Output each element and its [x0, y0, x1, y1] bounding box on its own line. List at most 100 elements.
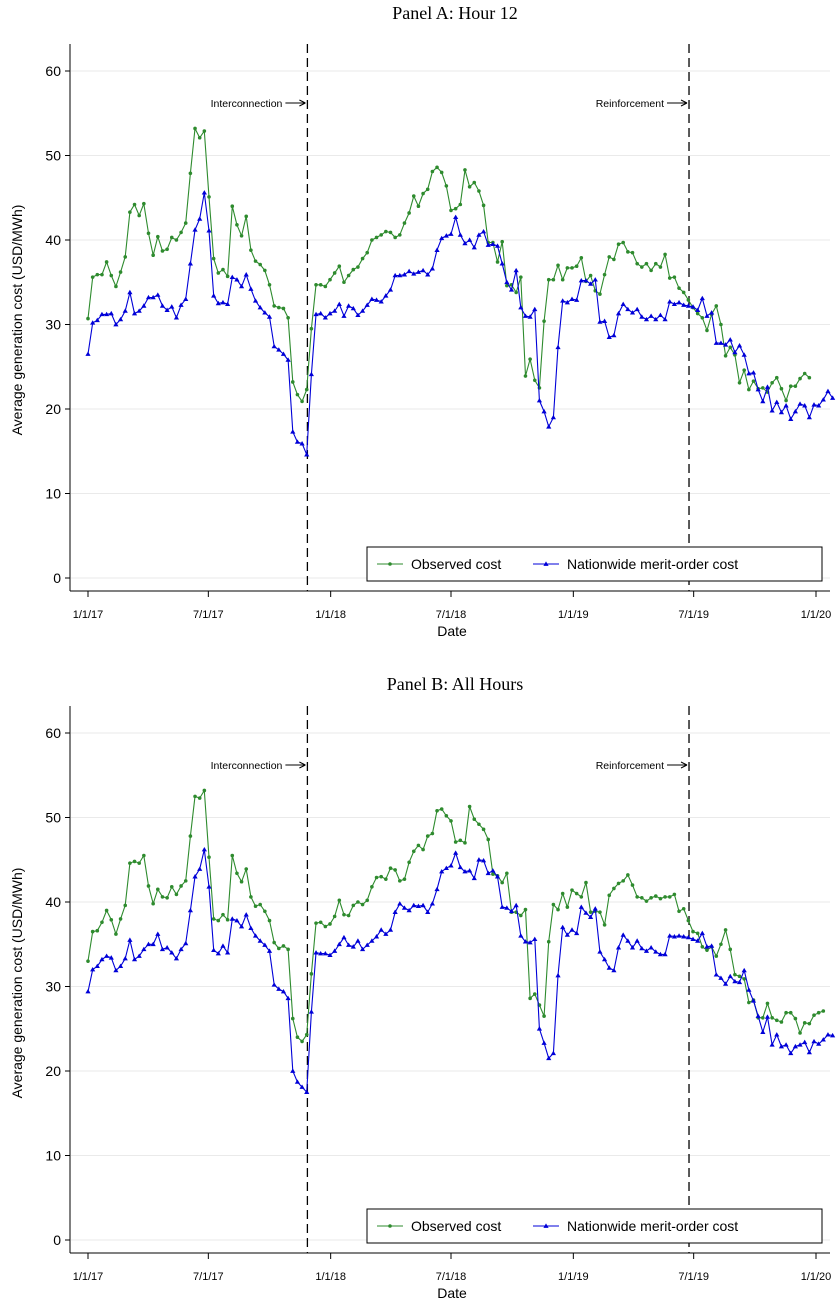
data-point	[285, 995, 291, 1001]
data-point	[532, 992, 537, 996]
data-point	[648, 313, 654, 318]
data-point	[277, 946, 281, 951]
data-point	[137, 213, 141, 218]
data-point	[761, 1015, 765, 1020]
data-point	[425, 187, 430, 192]
data-point	[467, 237, 473, 242]
data-point	[519, 913, 523, 918]
data-point	[546, 1055, 552, 1061]
data-point	[747, 387, 751, 392]
data-point	[463, 841, 467, 845]
data-point	[99, 311, 105, 317]
data-point	[425, 272, 431, 277]
data-point	[463, 168, 467, 172]
data-point	[252, 298, 259, 303]
data-point	[336, 941, 342, 947]
data-point	[341, 934, 347, 940]
data-point	[420, 902, 426, 908]
data-point	[705, 328, 709, 333]
data-point	[481, 203, 486, 208]
data-point	[444, 184, 449, 188]
data-point	[206, 884, 212, 889]
data-point	[736, 979, 743, 985]
data-point	[416, 843, 421, 848]
data-point	[607, 893, 612, 898]
data-point	[201, 190, 207, 195]
data-point	[145, 941, 152, 947]
data-point	[332, 308, 338, 313]
data-point	[704, 313, 710, 318]
data-point	[193, 794, 197, 799]
data-point	[579, 895, 584, 899]
data-point	[359, 308, 366, 313]
data-point	[574, 930, 580, 936]
data-point	[783, 1042, 789, 1047]
data-point	[128, 861, 132, 865]
data-point	[667, 276, 672, 280]
data-point	[570, 888, 574, 892]
data-point	[253, 259, 258, 263]
data-point	[318, 950, 324, 956]
data-point	[728, 345, 733, 350]
data-point	[304, 1089, 310, 1094]
data-point	[491, 872, 495, 876]
data-point	[90, 967, 96, 972]
data-point	[346, 942, 352, 947]
data-point	[295, 1035, 300, 1039]
data-point	[601, 956, 608, 962]
data-point	[723, 928, 728, 932]
data-point	[328, 277, 332, 282]
data-point	[90, 320, 96, 325]
data-point	[188, 834, 193, 838]
data-point	[457, 232, 463, 237]
data-point	[108, 955, 114, 960]
data-point	[560, 891, 565, 896]
data-point	[681, 906, 686, 911]
data-point	[579, 255, 584, 260]
data-point	[374, 875, 379, 880]
data-point	[146, 884, 151, 888]
data-point	[630, 250, 635, 255]
data-point	[225, 950, 231, 955]
data-point	[132, 859, 137, 864]
data-point	[499, 904, 505, 909]
data-point	[500, 239, 504, 244]
data-point	[365, 250, 370, 255]
legend-marker	[543, 1223, 549, 1228]
data-point	[629, 310, 636, 315]
data-point	[308, 371, 314, 377]
data-point	[197, 216, 203, 221]
data-point	[169, 950, 175, 955]
data-point	[434, 247, 440, 252]
data-point	[113, 967, 119, 973]
data-point	[173, 315, 180, 320]
annotation-label: Interconnection	[211, 760, 283, 772]
y-tick-label: 0	[53, 1232, 61, 1248]
data-point	[727, 973, 733, 979]
data-point	[467, 184, 472, 189]
data-point	[406, 907, 412, 913]
data-point	[626, 250, 630, 254]
data-point	[685, 934, 691, 940]
data-point	[192, 227, 198, 232]
data-point	[523, 374, 528, 378]
x-tick-label: 1/1/19	[558, 1271, 589, 1283]
data-point	[398, 879, 402, 883]
data-point	[393, 868, 397, 872]
data-point	[95, 928, 100, 933]
data-point	[192, 874, 198, 879]
data-point	[364, 302, 370, 307]
data-point	[225, 301, 231, 307]
data-point	[355, 312, 361, 318]
data-point	[736, 343, 743, 348]
x-tick-label: 1/1/17	[73, 1271, 104, 1283]
data-point	[737, 381, 742, 385]
data-point	[308, 1009, 314, 1014]
data-point	[528, 357, 532, 361]
y-tick-label: 30	[45, 317, 61, 333]
data-point	[229, 274, 235, 279]
data-point	[286, 315, 290, 320]
data-point	[793, 1016, 798, 1021]
data-point	[244, 867, 249, 871]
data-point	[337, 898, 342, 903]
